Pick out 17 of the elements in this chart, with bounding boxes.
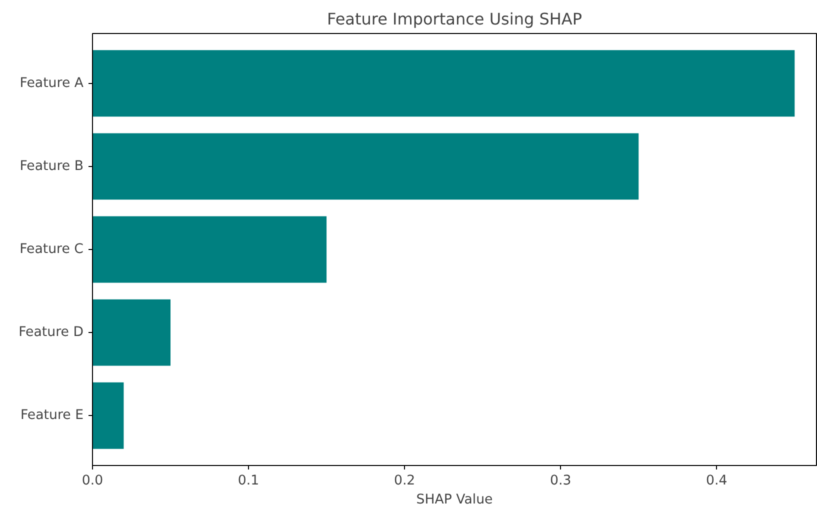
bar	[92, 382, 124, 449]
y-tick-label: Feature A	[20, 76, 84, 91]
bar	[92, 133, 639, 200]
bar	[92, 216, 327, 283]
y-tick-label: Feature D	[18, 325, 84, 340]
x-tick-label: 0.2	[394, 474, 416, 488]
y-tick-label: Feature E	[20, 408, 84, 424]
x-tick-label: 0.1	[238, 474, 260, 488]
y-tick-label: Feature C	[20, 242, 84, 257]
bar	[92, 299, 171, 366]
x-tick-label: 0.4	[706, 474, 728, 488]
chart-title: Feature Importance Using SHAP	[327, 10, 582, 28]
x-tick-label: 0.3	[550, 474, 572, 488]
y-tick-label: Feature B	[20, 158, 84, 174]
bar	[92, 50, 795, 117]
x-axis-title: SHAP Value	[416, 492, 493, 508]
x-tick-label: 0.0	[82, 474, 104, 488]
